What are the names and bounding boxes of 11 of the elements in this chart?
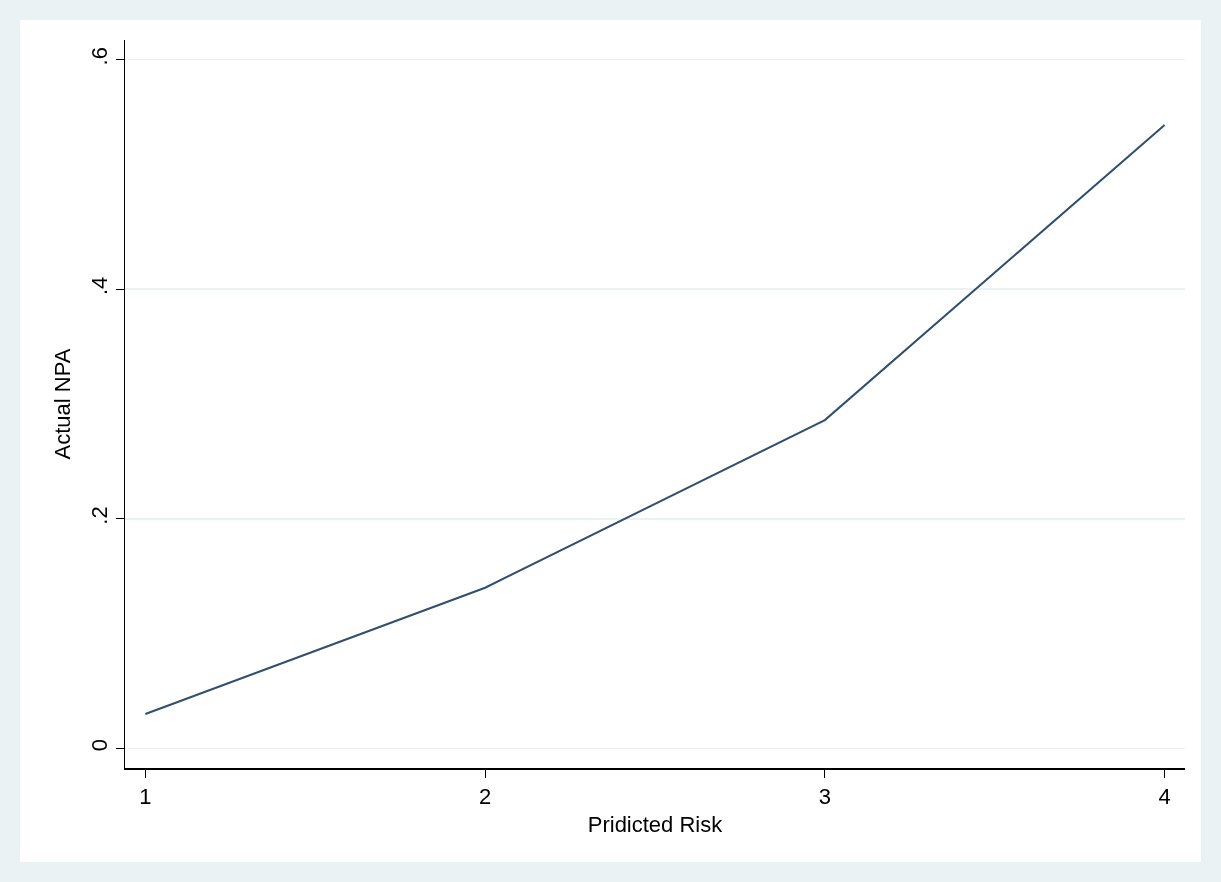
y-axis-title: Actual NPA (49, 348, 75, 460)
x-tick-label: 1 (139, 783, 152, 809)
y-tick-label: .4 (86, 276, 112, 296)
y-tick-label: .2 (86, 506, 112, 525)
line-series (144, 123, 1166, 716)
x-tick-label: 3 (818, 783, 831, 809)
x-tick-label: 2 (479, 783, 492, 809)
x-tick-label: 4 (1158, 783, 1171, 809)
y-tick-label: 0 (86, 739, 112, 752)
x-axis-title: Pridicted Risk (587, 811, 724, 837)
y-tick-label: .6 (86, 47, 112, 66)
